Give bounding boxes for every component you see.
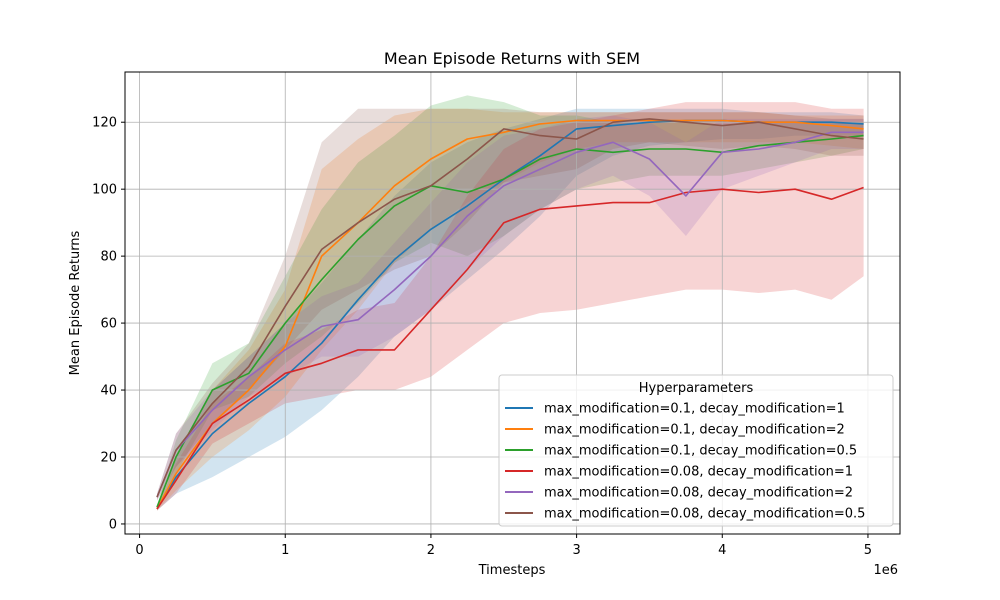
x-tick-label: 1 <box>281 543 289 558</box>
y-tick-label: 100 <box>92 183 117 198</box>
legend-label: max_modification=0.08, decay_modificatio… <box>544 486 853 501</box>
line-series-6 <box>156 118 864 498</box>
line-series-2 <box>156 119 864 510</box>
axis-ticks: 0 1 2 3 4 5 0 20 40 60 80 100 120 <box>92 116 872 558</box>
sem-band-series-2 <box>157 108 864 511</box>
sem-band-series-6 <box>157 108 864 501</box>
x-tick-label: 2 <box>427 543 435 558</box>
y-tick-label: 20 <box>100 451 117 466</box>
legend-title: Hyperparameters <box>639 381 754 396</box>
x-tick-label: 3 <box>572 543 580 558</box>
y-tick-label: 120 <box>92 116 117 131</box>
legend-label: max_modification=0.08, decay_modificatio… <box>544 507 865 522</box>
legend-label: max_modification=0.08, decay_modificatio… <box>544 465 853 480</box>
y-tick-label: 0 <box>109 517 117 532</box>
x-tick-label: 5 <box>864 543 872 558</box>
legend: Hyperparameters max_modification=0.1, de… <box>498 374 894 527</box>
x-axis-offset-label: 1e6 <box>873 563 898 578</box>
x-tick-label: 0 <box>135 543 143 558</box>
line-series-4 <box>156 186 864 510</box>
chart-title: Mean Episode Returns with SEM <box>384 49 640 68</box>
x-tick-label: 4 <box>718 543 726 558</box>
sem-band-series-3 <box>157 95 864 509</box>
line-series-3 <box>156 134 864 508</box>
legend-entries: max_modification=0.1, decay_modification… <box>505 402 865 522</box>
series-lines <box>156 118 864 510</box>
legend-label: max_modification=0.1, decay_modification… <box>544 423 845 438</box>
y-tick-label: 80 <box>100 250 117 265</box>
sem-band-series-4 <box>157 102 864 511</box>
legend-label: max_modification=0.1, decay_modification… <box>544 444 857 459</box>
legend-label: max_modification=0.1, decay_modification… <box>544 402 845 417</box>
y-axis-label: Mean Episode Returns <box>68 230 83 375</box>
plot-frame <box>124 71 901 535</box>
legend-box <box>498 374 894 527</box>
sem-band-series-5 <box>157 115 864 501</box>
y-tick-label: 60 <box>100 317 117 332</box>
line-series-5 <box>156 131 864 498</box>
x-axis-label: Timesteps <box>478 563 546 578</box>
y-tick-label: 40 <box>100 384 117 399</box>
